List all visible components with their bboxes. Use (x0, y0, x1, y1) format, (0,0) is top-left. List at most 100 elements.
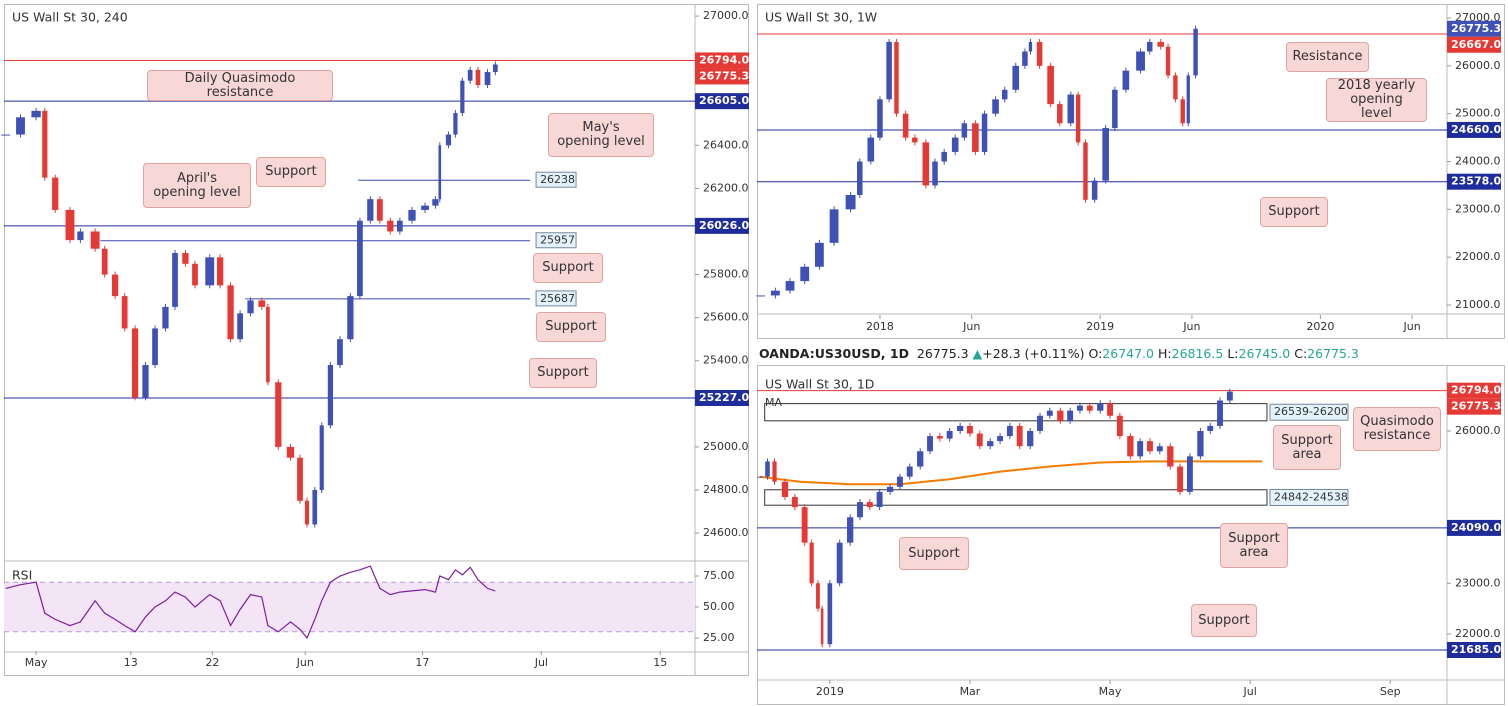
callout: Support (256, 157, 326, 187)
candle (1146, 41, 1153, 52)
x-tick-label: Mar (960, 685, 981, 698)
candle (432, 199, 439, 206)
candle (886, 486, 894, 492)
y-tick-label: 50.00 (703, 600, 735, 613)
y-tick-label: 25800.0 (703, 268, 749, 281)
x-tick-label: May (1099, 685, 1122, 698)
candle (1006, 425, 1013, 437)
candle (981, 113, 988, 152)
candle (192, 263, 198, 286)
x-tick-label: Jun (1403, 320, 1421, 333)
candle (31, 110, 41, 118)
candle (337, 339, 343, 366)
candle (1047, 65, 1054, 105)
candle (319, 425, 324, 490)
candle (492, 64, 498, 73)
candle (1083, 142, 1088, 200)
y-tick-label: 75.00 (703, 569, 735, 582)
zone (764, 403, 1268, 422)
price-tag (1447, 173, 1501, 190)
y-tick-label: 26200.0 (703, 181, 749, 194)
callout: April's opening level (143, 163, 251, 208)
candle (1226, 391, 1233, 401)
ohlc-value: 26775.3 (1307, 346, 1359, 361)
candle (976, 433, 983, 447)
candle (142, 365, 149, 398)
x-tick-label: 13 (124, 656, 138, 669)
candle (997, 436, 1004, 442)
chart-title: US Wall St 30, 240 (12, 10, 128, 25)
candle (917, 451, 924, 467)
candle (1167, 446, 1174, 467)
candle (902, 113, 909, 138)
y-tick-label: 27000.0 (703, 9, 749, 22)
candle (1076, 405, 1083, 411)
callout: Support (899, 537, 969, 570)
y-tick-label: 25.00 (703, 631, 735, 644)
candle (967, 425, 973, 434)
candle (906, 466, 913, 477)
candle (408, 209, 416, 221)
candle (836, 542, 843, 584)
candle (1165, 46, 1171, 76)
candle (121, 296, 128, 329)
candle (1057, 410, 1064, 421)
candle (800, 266, 810, 282)
candle (396, 220, 403, 232)
y-tick-label: 25000.0 (703, 440, 749, 453)
candle (941, 151, 947, 162)
candle (857, 502, 863, 518)
candle (347, 296, 354, 340)
price-tag-label: 26775.3 (1451, 22, 1501, 35)
candle (357, 220, 363, 297)
candle (961, 123, 968, 138)
segment-label: 25957 (540, 234, 575, 247)
price-tag-label: 26667.0 (1451, 38, 1501, 51)
candle (785, 281, 795, 291)
panel-frame (757, 365, 1505, 705)
price-tag (1447, 642, 1501, 659)
y-tick-label: 25600.0 (703, 311, 749, 324)
ohlc-value: 26747.0 (1102, 346, 1154, 361)
candle (1, 134, 11, 136)
callout: Support (529, 358, 597, 388)
candle (1046, 410, 1053, 416)
candle (809, 542, 814, 584)
candle (484, 72, 491, 85)
candle (1197, 430, 1204, 457)
candle (1147, 441, 1153, 452)
y-tick-label: 25000.0 (1455, 107, 1501, 120)
rsi-line (5, 565, 496, 640)
candle (304, 500, 310, 525)
candle (152, 328, 158, 366)
y-tick-label: 23000.0 (1455, 202, 1501, 215)
candle (1022, 51, 1028, 66)
x-tick-label: 15 (653, 656, 667, 669)
candle (927, 436, 933, 452)
callout: Support (1191, 604, 1257, 637)
y-tick-label: 21000.0 (1455, 298, 1501, 311)
ohlc-label: O: (1088, 346, 1103, 361)
price-tag-label: 24090.0 (1451, 521, 1501, 534)
candle (1027, 430, 1034, 447)
candle (1107, 403, 1113, 416)
x-tick-label: Sep (1380, 685, 1401, 698)
ohlc-label: L: (1227, 346, 1239, 361)
candle (814, 242, 824, 267)
x-tick-label: Jul (1243, 685, 1257, 698)
chart-title: US Wall St 30, 1D (765, 377, 874, 392)
y-tick-label: 24000.0 (1455, 155, 1501, 168)
candle (1037, 415, 1043, 431)
callout: Daily Quasimodo resistance (147, 70, 333, 101)
candle (1102, 128, 1109, 181)
candle (765, 461, 770, 477)
y-tick-label: 23000.0 (1455, 576, 1501, 589)
callout: May's opening level (548, 113, 654, 157)
price-tag (695, 93, 749, 110)
x-tick-label: Jun (1182, 320, 1200, 333)
candle (258, 300, 266, 307)
candle (1122, 70, 1130, 90)
candle (327, 365, 334, 426)
candle (217, 257, 224, 286)
